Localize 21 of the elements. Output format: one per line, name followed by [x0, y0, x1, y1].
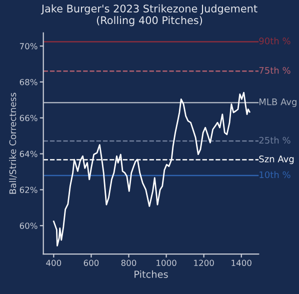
y-tick-label: 70% — [20, 43, 38, 50]
x-tick-label: 600 — [84, 260, 99, 266]
ref-line-label: 90th % — [259, 37, 290, 44]
x-tick-label: 1000 — [156, 260, 176, 266]
ref-line-label: 10th % — [260, 171, 290, 178]
x-tick-label: 1400 — [232, 260, 252, 266]
ref-line-label: 25th % — [259, 136, 290, 144]
x-tick-label: 800 — [121, 260, 136, 266]
chart-title: Jake Burger's 2023 Strikezone Judgement (Rolling 400 Pitches) — [40, 4, 258, 26]
y-tick-label: 60% — [20, 222, 38, 229]
y-tick-label: 68% — [20, 78, 38, 86]
x-axis-title: Pitches — [134, 270, 168, 278]
x-tick-label: 1200 — [194, 260, 214, 266]
y-tick-label: 64% — [20, 150, 38, 158]
y-tick-label: 66% — [20, 114, 38, 122]
ref-line-label: Szn Avg — [259, 156, 294, 164]
ref-line-label: 75th % — [259, 66, 290, 74]
y-axis-title: Ball/Strike Correctness — [9, 92, 17, 194]
ref-line-label: MLB Avg — [260, 98, 296, 107]
y-tick-label: 62% — [20, 186, 38, 194]
x-tick-label: 400 — [46, 260, 62, 266]
